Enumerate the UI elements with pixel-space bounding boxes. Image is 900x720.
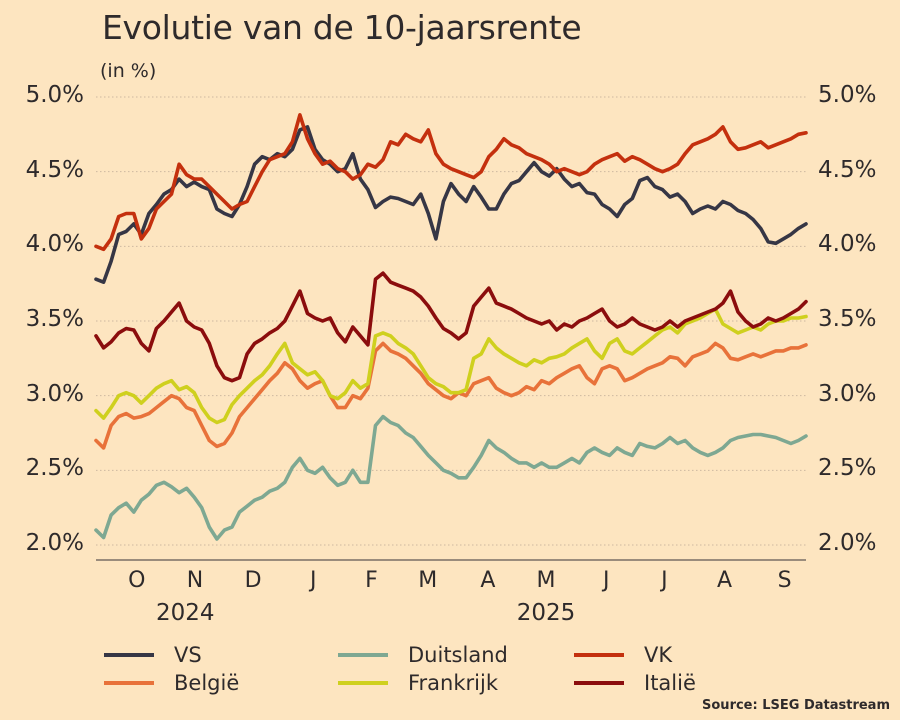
x-tick-label: J: [310, 568, 317, 593]
legend-label: VS: [174, 643, 202, 667]
legend-swatch: [104, 681, 154, 685]
y-tick-label-left: 3.5%: [25, 306, 84, 332]
legend-swatch: [338, 653, 388, 657]
y-tick-label-left: 4.0%: [25, 231, 84, 258]
x-tick-label: J: [661, 568, 668, 593]
chart-title: Evolutie van de 10-jaarsrente: [102, 8, 582, 47]
legend-item: België: [104, 671, 239, 695]
year-label: 2025: [516, 600, 576, 626]
y-tick-label-right: 5.0%: [818, 82, 877, 108]
x-tick-label: M: [418, 568, 438, 593]
y-tick-label-right: 3.5%: [818, 306, 877, 332]
legend-label: België: [174, 671, 240, 695]
x-tick-label: D: [244, 568, 262, 593]
legend-item: Duitsland: [338, 643, 508, 667]
legend-swatch: [338, 681, 388, 685]
legend-swatch: [104, 653, 154, 657]
y-tick-label-right: 4.0%: [818, 231, 877, 258]
x-tick-label: S: [777, 568, 792, 593]
source-note: Source: LSEG Datastream: [702, 698, 890, 713]
series-line-frankrijk: [94, 307, 808, 425]
y-tick-label-left: 2.5%: [25, 455, 84, 482]
legend-item: Frankrijk: [338, 671, 498, 695]
series-line-italië: [94, 271, 808, 383]
legend-item: VK: [574, 643, 672, 667]
legend-label: VK: [644, 643, 673, 667]
y-tick-label-right: 3.0%: [818, 380, 877, 407]
chart-subtitle: (in %): [100, 60, 157, 82]
legend-item: Italië: [574, 671, 696, 695]
y-tick-label-left: 3.0%: [25, 380, 84, 407]
gridlines: [96, 96, 806, 546]
y-tick-label-left: 4.5%: [25, 156, 84, 183]
y-tick-label-right: 2.0%: [818, 530, 877, 556]
y-tick-label-right: 2.5%: [818, 455, 877, 482]
series-line-vk: [94, 113, 808, 252]
legend-item: VS: [104, 643, 202, 667]
series-line-vs: [94, 125, 808, 285]
legend-swatch: [574, 653, 624, 657]
series-line-belgië: [94, 341, 808, 450]
year-label: 2024: [155, 600, 215, 626]
x-tick-label: N: [186, 568, 204, 593]
y-tick-label-right: 4.5%: [818, 156, 877, 183]
series-lines: [94, 113, 808, 541]
x-tick-label: J: [602, 568, 610, 593]
y-tick-label-left: 2.0%: [25, 530, 84, 556]
x-tick-label: A: [480, 568, 496, 593]
x-tick-label: O: [128, 568, 146, 593]
legend-label: Frankrijk: [408, 671, 498, 695]
series-line-duitsland: [94, 414, 808, 541]
x-tick-label: F: [365, 568, 378, 593]
x-tick-label: A: [716, 568, 733, 593]
legend-label: Italië: [644, 671, 696, 695]
y-tick-label-left: 5.0%: [25, 82, 84, 108]
legend-label: Duitsland: [408, 643, 508, 667]
x-tick-label: M: [536, 568, 556, 593]
legend-swatch: [574, 681, 624, 685]
